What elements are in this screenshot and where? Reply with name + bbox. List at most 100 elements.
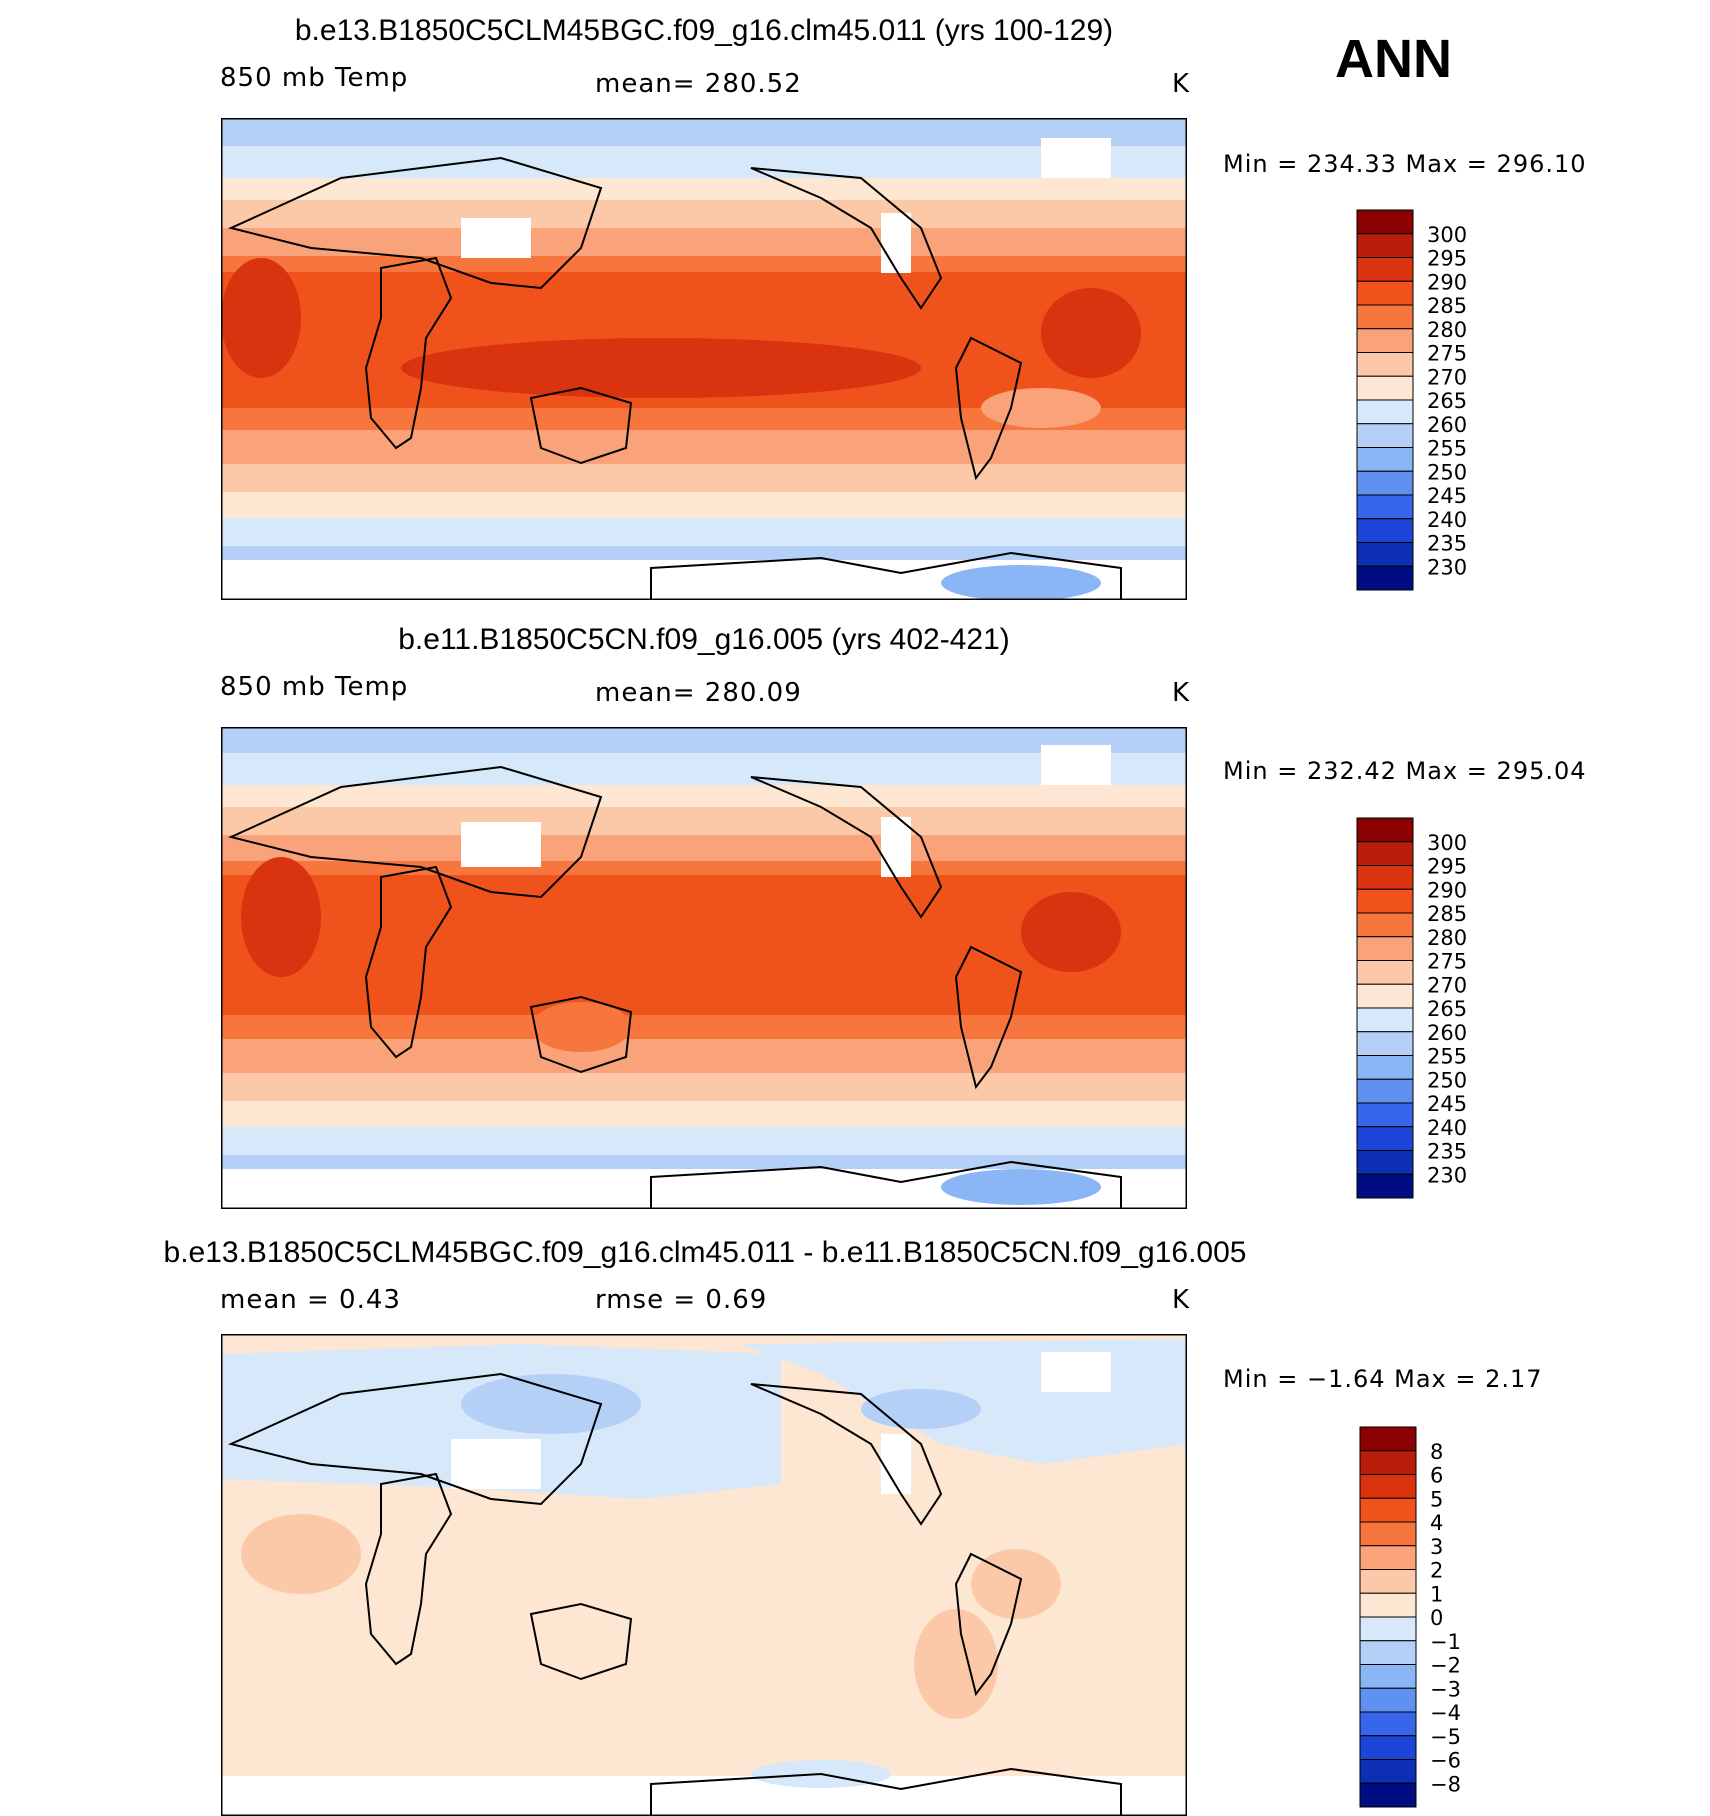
colorbar-tick-label: 275	[1427, 342, 1467, 366]
colorbar-swatch	[1359, 1782, 1417, 1808]
colorbar-tick-label: 285	[1427, 294, 1467, 318]
colorbar-swatch	[1356, 1173, 1414, 1199]
panel-1-minmax-label: Min = 234.33 Max = 296.10	[1223, 150, 1587, 178]
colorbar-tick-label: 275	[1427, 950, 1467, 974]
season-label: ANN	[1335, 29, 1452, 89]
panel-2-variable-label: 850 mb Temp	[220, 672, 409, 702]
colorbar-tick-label: 265	[1427, 997, 1467, 1021]
colorbar-swatch	[1356, 565, 1414, 591]
colorbar-tick-label: 255	[1427, 1045, 1467, 1069]
panel-3-units-label: K	[1172, 1285, 1191, 1315]
colorbar-swatch	[1356, 494, 1414, 520]
colorbar-tick-label: 230	[1427, 555, 1467, 579]
colorbar-swatch	[1359, 1497, 1417, 1523]
panel-2-map	[221, 727, 1187, 1209]
colorbar-tick-label: 235	[1427, 532, 1467, 556]
colorbar-tick-label: 270	[1427, 365, 1467, 389]
colorbar-swatch	[1356, 983, 1414, 1009]
colorbar-swatch	[1359, 1711, 1417, 1737]
colorbar-tick-label: 295	[1427, 247, 1467, 271]
colorbar-swatch	[1356, 1126, 1414, 1151]
panel-3-minmax-label: Min = −1.64 Max = 2.17	[1223, 1365, 1543, 1393]
panel-1-title: b.e13.B1850C5CLM45BGC.f09_g16.clm45.011 …	[294, 14, 1114, 47]
colorbar-swatch	[1359, 1759, 1417, 1784]
colorbar-swatch	[1356, 470, 1414, 496]
colorbar-tick-label: 240	[1427, 1116, 1467, 1140]
colorbar-swatch	[1359, 1640, 1417, 1665]
colorbar-tick-label: 255	[1427, 437, 1467, 461]
colorbar-tick-label: 260	[1427, 1021, 1467, 1045]
panel-1-units-label: K	[1172, 69, 1191, 99]
colorbar-swatch	[1356, 233, 1414, 258]
colorbar-tick-label: 290	[1427, 878, 1467, 902]
colorbar-swatch	[1356, 960, 1414, 985]
colorbar-swatch	[1359, 1450, 1417, 1475]
panel-1-variable-label: 850 mb Temp	[220, 63, 409, 93]
colorbar-swatch	[1359, 1474, 1417, 1499]
colorbar-swatch	[1359, 1592, 1417, 1618]
colorbar-tick-label: 240	[1427, 508, 1467, 532]
colorbar-swatch	[1356, 817, 1414, 843]
colorbar-swatch	[1356, 328, 1414, 353]
colorbar-swatch	[1356, 865, 1414, 890]
colorbar-tick-label: 230	[1427, 1163, 1467, 1187]
colorbar-swatch	[1356, 1078, 1414, 1104]
panel-2-mean-label: mean= 280.09	[595, 678, 802, 708]
colorbar-swatch	[1356, 304, 1414, 330]
colorbar-tick-label: 265	[1427, 389, 1467, 413]
colorbar-tick-label: 250	[1427, 1068, 1467, 1092]
colorbar-tick-label: 3	[1430, 1535, 1443, 1559]
colorbar-tick-label: 2	[1430, 1559, 1443, 1583]
colorbar-tick-label: −6	[1430, 1749, 1461, 1773]
colorbar-tick-label: 290	[1427, 270, 1467, 294]
colorbar-swatch	[1359, 1664, 1417, 1689]
panel-3-title: b.e13.B1850C5CLM45BGC.f09_g16.clm45.011 …	[163, 1236, 1247, 1269]
colorbar-tick-label: −1	[1430, 1630, 1461, 1654]
colorbar-tick-label: 250	[1427, 460, 1467, 484]
colorbar-tick-label: −5	[1430, 1725, 1461, 1749]
colorbar-swatch	[1356, 447, 1414, 472]
colorbar-swatch	[1356, 1007, 1414, 1033]
colorbar-swatch	[1359, 1545, 1417, 1570]
colorbar-tick-label: 280	[1427, 318, 1467, 342]
colorbar-swatch	[1356, 399, 1414, 425]
colorbar-tick-label: 1	[1430, 1582, 1443, 1606]
colorbar-swatch	[1356, 280, 1414, 306]
panel-3-mean-label: mean = 0.43	[220, 1285, 401, 1315]
colorbar-tick-label: 245	[1427, 484, 1467, 508]
colorbar-swatch	[1356, 912, 1414, 938]
panel-1-mean-label: mean= 280.52	[595, 69, 802, 99]
colorbar-swatch	[1356, 1055, 1414, 1080]
colorbar-swatch	[1359, 1569, 1417, 1594]
colorbar-swatch	[1356, 1150, 1414, 1175]
colorbar-tick-label: 245	[1427, 1092, 1467, 1116]
colorbar-swatch	[1359, 1687, 1417, 1713]
colorbar-tick-label: 295	[1427, 855, 1467, 879]
colorbar-swatch	[1356, 209, 1414, 235]
colorbar-tick-label: 280	[1427, 926, 1467, 950]
panel-3-colorbar: 8 6 5 4 3 2 1 0 −1 −2 −3 −4 −5 −6 −8	[1359, 1426, 1520, 1809]
colorbar-swatch	[1356, 841, 1414, 866]
panel-3-rmse-label: rmse = 0.69	[595, 1285, 768, 1315]
panel-1-map	[221, 118, 1187, 600]
colorbar-swatch	[1356, 542, 1414, 567]
colorbar-swatch	[1356, 936, 1414, 961]
panel-2-colorbar: 300 295 290 285 280 275 270 265 260 255 250 245 240 2…	[1356, 817, 1517, 1200]
colorbar-tick-label: 285	[1427, 902, 1467, 926]
colorbar-tick-label: −8	[1430, 1772, 1461, 1796]
colorbar-tick-label: 4	[1430, 1511, 1443, 1535]
colorbar-swatch	[1356, 352, 1414, 377]
colorbar-swatch	[1356, 423, 1414, 448]
colorbar-tick-label: 300	[1427, 831, 1467, 855]
colorbar-swatch	[1359, 1735, 1417, 1760]
colorbar-swatch	[1356, 1102, 1414, 1128]
panel-1-colorbar: 300 295 290 285 280 275 270 265 260 255 250 245 240 2…	[1356, 209, 1517, 592]
colorbar-tick-label: 260	[1427, 413, 1467, 437]
panel-3-map	[221, 1334, 1187, 1816]
colorbar-tick-label: 270	[1427, 973, 1467, 997]
colorbar-swatch	[1356, 888, 1414, 914]
colorbar-swatch	[1359, 1616, 1417, 1642]
colorbar-tick-label: −2	[1430, 1654, 1461, 1678]
colorbar-swatch	[1356, 257, 1414, 282]
colorbar-tick-label: 0	[1430, 1606, 1443, 1630]
